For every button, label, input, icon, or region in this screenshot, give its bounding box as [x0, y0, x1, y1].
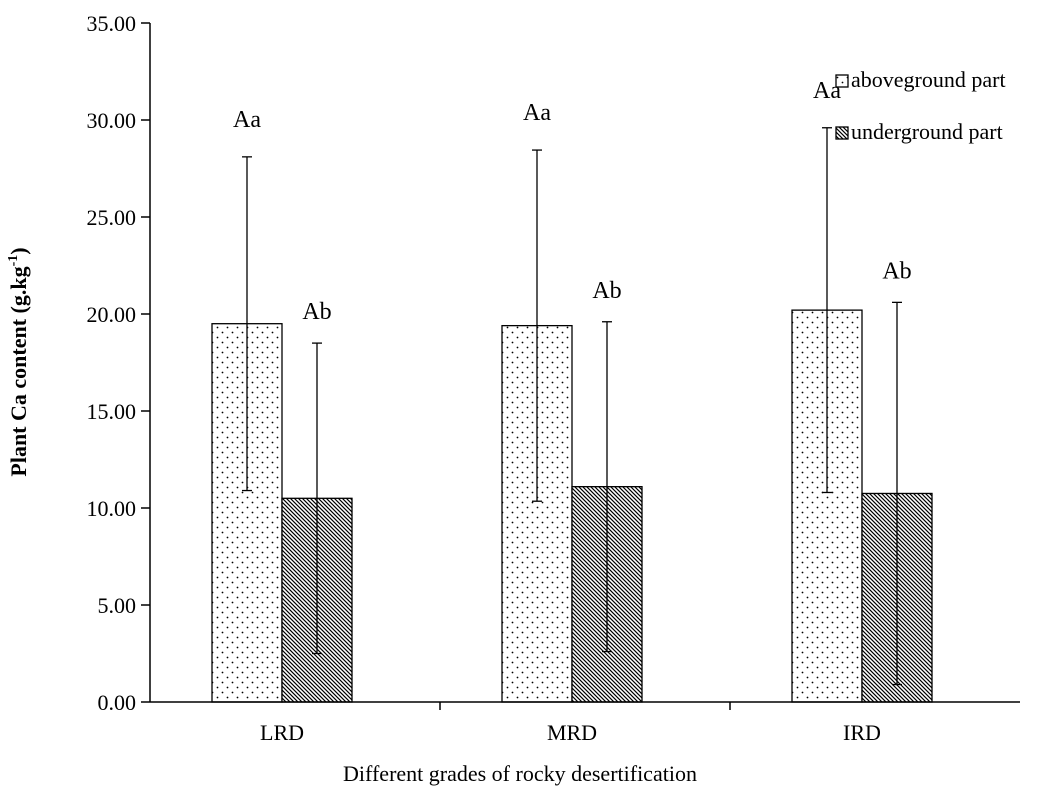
x-tick-label: MRD [547, 720, 597, 745]
y-tick-label: 20.00 [87, 302, 137, 327]
y-tick-label: 30.00 [87, 108, 137, 133]
bars-layer [211, 309, 933, 703]
y-axis-title-main: Plant Ca content (g.kg [6, 266, 31, 476]
y-tick-label: 0.00 [98, 690, 137, 715]
x-tick-label: IRD [843, 720, 881, 745]
significance-label: Ab [882, 258, 911, 284]
y-axis-title-superscript: -1 [6, 255, 21, 267]
y-tick-label: 25.00 [87, 205, 137, 230]
x-tick-label: LRD [260, 720, 304, 745]
legend-label: underground part [851, 119, 1003, 144]
significance-label: Ab [302, 299, 331, 325]
x-axis-title: Different grades of rocky desertificatio… [343, 761, 697, 786]
significance-label: Ab [592, 278, 621, 304]
error-bars-layer [242, 127, 902, 686]
y-tick-label: 15.00 [87, 399, 137, 424]
y-axis-title: Plant Ca content (g.kg-1) [6, 247, 31, 476]
legend-label: aboveground part [851, 67, 1006, 92]
y-ticks: 0.00 5.00 10.00 15.00 20.00 25.00 30.00 35.00 [87, 11, 150, 715]
y-tick-label: 10.00 [87, 496, 137, 521]
axes [149, 23, 1020, 703]
significance-label: Aa [523, 100, 551, 126]
y-tick-label: 5.00 [98, 593, 137, 618]
legend: aboveground part underground part [835, 67, 1006, 144]
significance-label: Aa [233, 107, 261, 133]
y-tick-label: 35.00 [87, 11, 137, 36]
x-ticks: LRD MRD IRD [260, 702, 881, 745]
legend-swatch-dots [835, 74, 849, 88]
legend-swatch-hatch [835, 126, 849, 140]
y-axis-title-close: ) [6, 247, 31, 254]
